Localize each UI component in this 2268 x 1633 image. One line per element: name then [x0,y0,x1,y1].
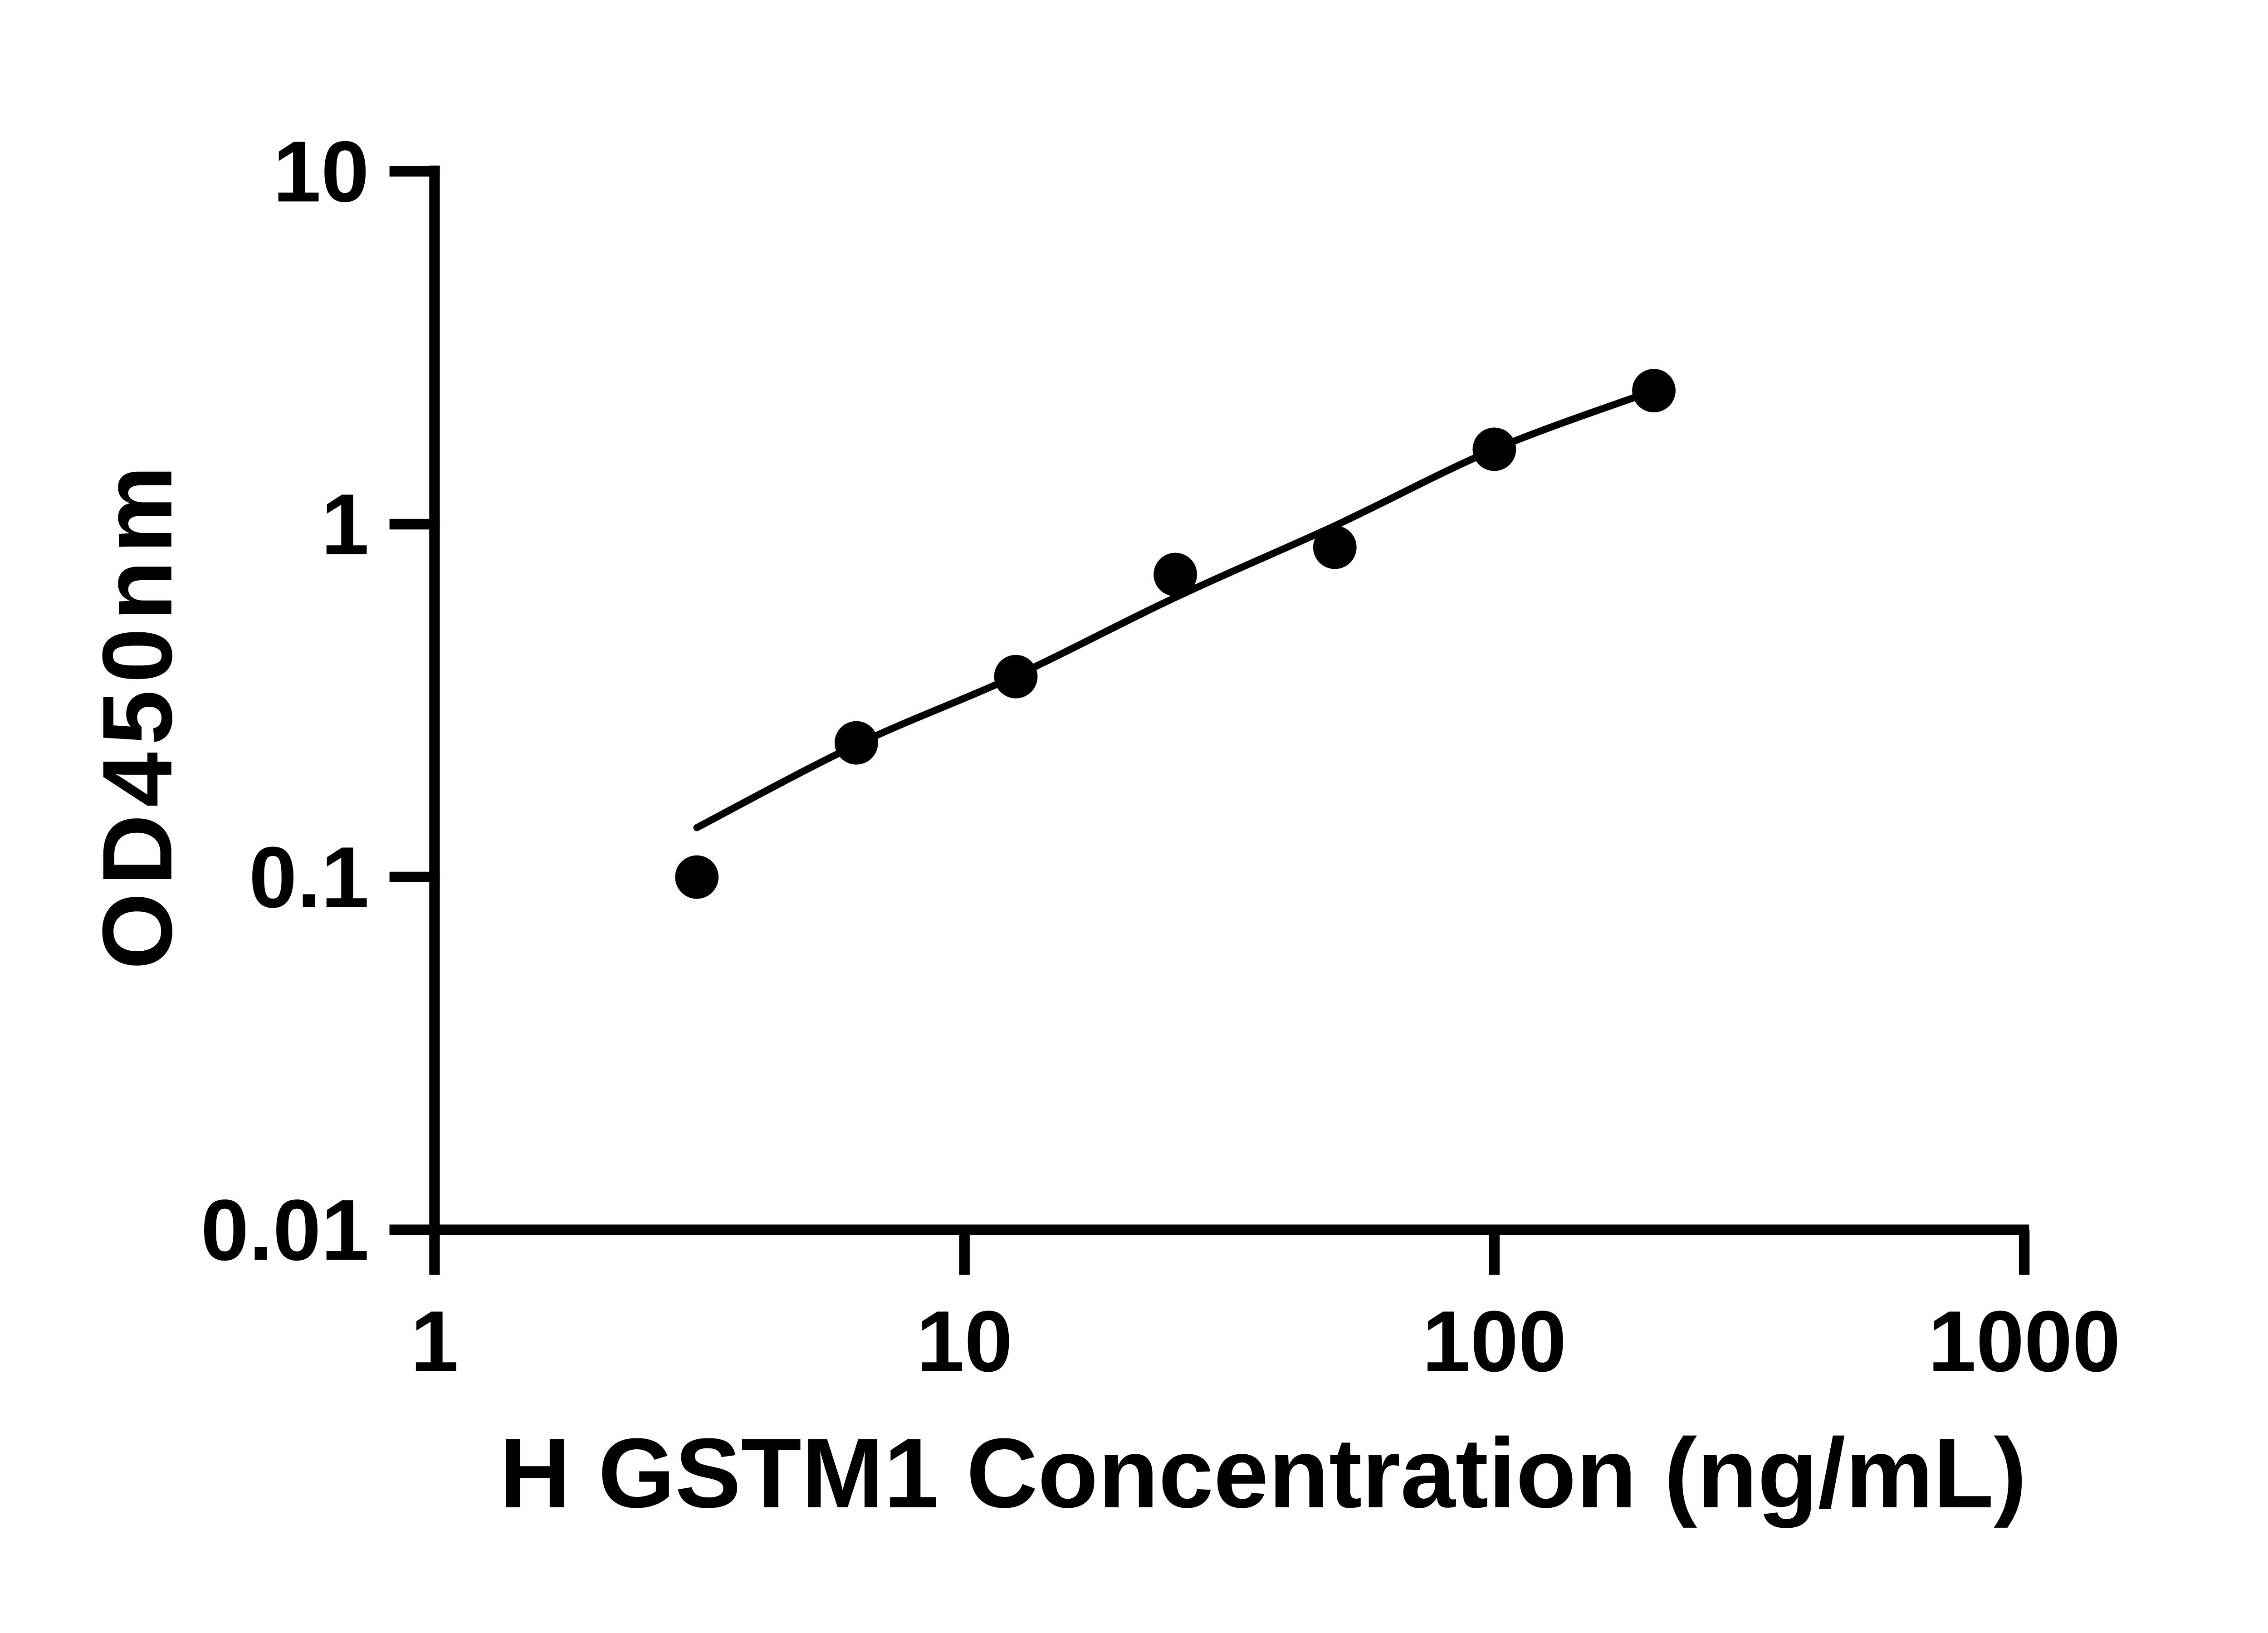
data-point [1632,369,1676,413]
x-tick-label: 1000 [1928,1293,2120,1390]
y-axis-title: OD450nm [83,459,193,970]
x-tick-label: 1 [411,1293,459,1390]
data-point [834,721,878,765]
y-tick-label: 0.01 [201,1182,369,1278]
data-point [1472,427,1516,471]
y-tick-label: 1 [321,476,369,573]
plot-area: 1 10 100 1000 0.01 0.1 1 10 [201,123,2121,1390]
y-tick-label: 0.1 [249,829,369,926]
data-point [1313,525,1357,569]
data-point [994,655,1038,699]
data-point [1154,552,1198,596]
y-tick-label: 10 [273,123,369,220]
data-point [675,855,719,899]
x-axis-title: H GSTM1 Concentration (ng/mL) [499,1418,2027,1529]
x-tick-label: 100 [1422,1293,1566,1390]
x-tick-label: 10 [916,1293,1012,1390]
